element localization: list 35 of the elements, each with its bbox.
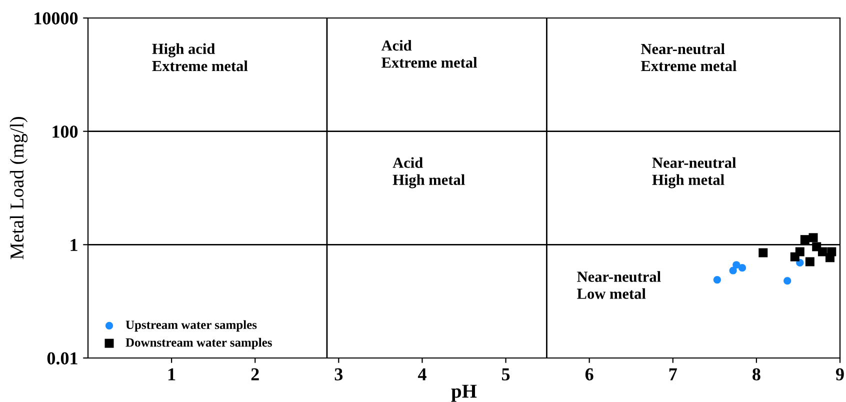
x-tick-label: 4 bbox=[418, 368, 426, 380]
x-tick-label: 9 bbox=[836, 368, 844, 380]
point bbox=[729, 266, 737, 274]
y-tick-label: 10000 bbox=[34, 12, 78, 24]
x-tick-label: 2 bbox=[251, 368, 259, 380]
point bbox=[825, 253, 834, 262]
point bbox=[784, 277, 792, 285]
annotation: Near-neutral Low metal bbox=[577, 271, 661, 299]
x-tick-label: 5 bbox=[502, 368, 510, 380]
y-axis-title: Metal Load (mg/l) bbox=[10, 117, 28, 260]
x-tick-label: 3 bbox=[334, 368, 343, 380]
point bbox=[732, 261, 740, 269]
point bbox=[808, 233, 818, 242]
y-tick-label: 1 bbox=[70, 239, 78, 251]
annotation: Acid Extreme metal bbox=[381, 40, 478, 68]
y-tick-label: 0.01 bbox=[47, 352, 78, 365]
annotation: Acid High metal bbox=[392, 157, 465, 188]
x-axis-title: pH bbox=[451, 384, 477, 402]
legend-label: Upstream water samples bbox=[126, 320, 257, 332]
x-tick-label: 7 bbox=[669, 368, 677, 380]
point bbox=[795, 247, 804, 256]
point bbox=[812, 242, 822, 252]
y-tick-label: 100 bbox=[52, 126, 78, 138]
x-tick-label: 6 bbox=[585, 368, 594, 380]
annotation: High acid Extreme metal bbox=[152, 43, 248, 72]
point bbox=[805, 257, 814, 266]
annotation: Near-neutral High metal bbox=[652, 157, 736, 188]
x-tick-label: 8 bbox=[752, 368, 760, 380]
point bbox=[758, 248, 768, 258]
point bbox=[800, 235, 810, 244]
x-tick-label: 1 bbox=[168, 368, 176, 380]
point bbox=[738, 264, 746, 272]
annotation: Near-neutral Extreme metal bbox=[640, 43, 736, 72]
legend-label: Downstream water samples bbox=[126, 338, 272, 350]
point bbox=[713, 276, 721, 284]
